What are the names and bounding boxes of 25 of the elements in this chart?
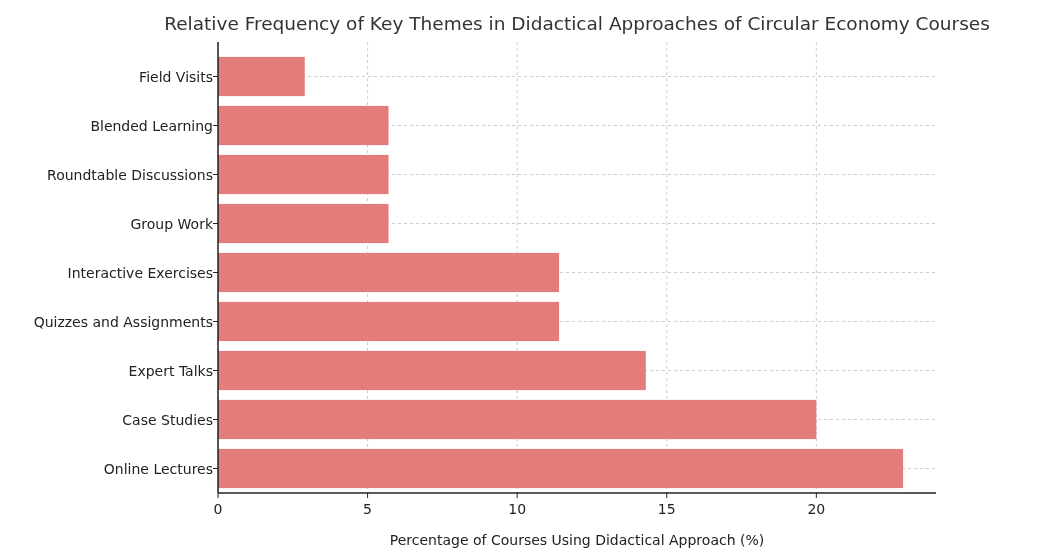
x-tick-label: 20 — [807, 501, 826, 517]
y-tick-label: Field Visits — [139, 68, 213, 85]
x-tick-label: 0 — [213, 501, 223, 517]
bar — [218, 448, 904, 489]
y-tick-label: Roundtable Discussions — [47, 166, 213, 183]
x-axis-title: Percentage of Courses Using Didactical Approach (%) — [389, 532, 765, 548]
y-tick-label: Case Studies — [122, 411, 213, 428]
y-tick-label: Online Lectures — [103, 460, 213, 477]
bar — [218, 105, 389, 146]
bar — [218, 154, 389, 195]
y-tick-label: Group Work — [130, 215, 214, 232]
bar — [218, 56, 305, 97]
y-tick-label: Quizzes and Assignments — [33, 313, 213, 330]
chart-title: Relative Frequency of Key Themes in Didactical Approaches of Circular Economy Courses — [164, 13, 990, 34]
x-tick-label: 10 — [508, 501, 527, 517]
bar — [218, 301, 560, 342]
y-tick-label: Expert Talks — [128, 362, 213, 379]
bar — [218, 203, 389, 244]
x-tick-label: 15 — [657, 501, 676, 517]
bar — [218, 350, 646, 391]
bar — [218, 399, 817, 440]
x-tick-label: 5 — [363, 501, 373, 517]
y-tick-label: Interactive Exercises — [67, 264, 213, 281]
y-tick-label: Blended Learning — [90, 117, 213, 134]
bar — [218, 252, 560, 293]
